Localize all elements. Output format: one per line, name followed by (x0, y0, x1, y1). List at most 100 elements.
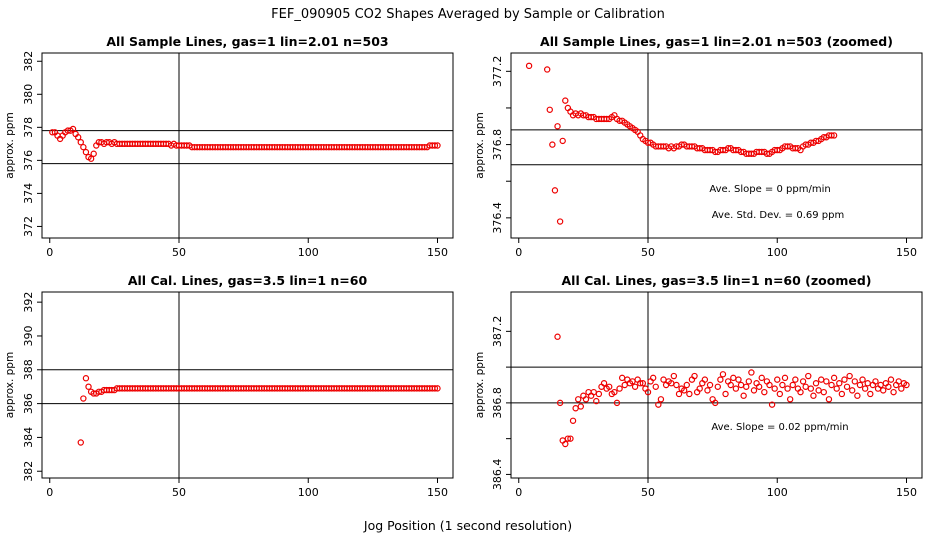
y-axis-label: approx. ppm (474, 352, 486, 418)
x-tick-label: 0 (515, 486, 522, 499)
panel-title: All Sample Lines, gas=1 lin=2.01 n=503 (… (540, 34, 893, 49)
x-tick-label: 50 (641, 486, 655, 499)
x-tick-label: 150 (427, 246, 448, 259)
data-point (789, 381, 796, 389)
data-point (823, 378, 830, 385)
plot-area: 0 50 100 150 382 384 386 388 390 392 (22, 291, 454, 499)
data-point (843, 383, 851, 390)
data-point (872, 378, 879, 385)
data-point (779, 381, 786, 389)
x-axis-label: Jog Position (1 second resolution) (363, 518, 572, 533)
y-tick-label: 390 (22, 325, 35, 346)
data-point (431, 142, 439, 149)
y-tick-label: 384 (22, 427, 35, 448)
data-point (562, 440, 569, 448)
data-point (675, 390, 683, 398)
y-tick-label: 376.8 (491, 129, 504, 161)
data-point (743, 383, 750, 390)
x-tick-label: 100 (298, 246, 319, 259)
data-point (575, 396, 582, 403)
x-tick-label: 0 (46, 246, 53, 259)
data-point (706, 381, 714, 389)
data-point (825, 396, 833, 403)
data-point (85, 383, 92, 390)
data-point (637, 380, 644, 387)
x-tick-label: 150 (427, 486, 448, 499)
data-point (758, 374, 765, 382)
data-point (854, 392, 861, 399)
panel-title: All Sample Lines, gas=1 lin=2.01 n=503 (106, 34, 388, 49)
panel-title: All Cal. Lines, gas=3.5 lin=1 n=60 (zoom… (562, 273, 872, 288)
data-point (639, 380, 647, 387)
slope-annotation: Ave. Slope = 0 ppm/min (709, 184, 830, 195)
y-tick-label: 392 (22, 292, 35, 313)
data-point (880, 387, 887, 394)
y-tick-label: 382 (22, 461, 35, 482)
data-point (792, 376, 799, 383)
data-point (771, 385, 778, 392)
data-point (815, 387, 822, 394)
data-point (87, 155, 95, 162)
data-point (712, 399, 719, 407)
data-point (797, 388, 804, 396)
data-point (755, 383, 763, 390)
data-point (613, 399, 621, 407)
data-point (864, 380, 871, 387)
data-point (761, 388, 768, 396)
panel-cal-lines-zoomed: All Cal. Lines, gas=3.5 lin=1 n=60 (zoom… (474, 273, 923, 499)
plot-area: 0 50 100 150 372 374 376 378 380 382 (22, 51, 454, 259)
y-axis-label: approx. ppm (474, 112, 486, 178)
plot-frame (41, 291, 454, 479)
data-point (833, 385, 840, 392)
y-tick-label: 377.2 (491, 56, 504, 88)
data-point (885, 383, 892, 390)
data-point (69, 125, 77, 133)
data-point (554, 123, 561, 130)
data-point (616, 385, 623, 392)
data-point (600, 380, 608, 387)
data-point (867, 390, 874, 398)
data-point (805, 372, 812, 380)
data-point (748, 369, 755, 376)
data-point (631, 383, 639, 390)
x-tick-label: 50 (172, 486, 186, 499)
data-point (554, 333, 561, 340)
x-tick-label: 50 (172, 246, 186, 259)
data-point (828, 381, 835, 389)
y-tick-label: 376.4 (491, 202, 504, 234)
data-point (606, 383, 613, 390)
data-point (559, 137, 566, 145)
data-point (686, 390, 693, 398)
data-point (722, 390, 729, 398)
data-point (735, 376, 742, 383)
y-tick-label: 388 (22, 359, 35, 380)
data-point (569, 417, 577, 424)
data-point (717, 376, 724, 383)
data-point (727, 381, 734, 389)
y-tick-label: 376 (22, 150, 35, 171)
data-point (90, 150, 97, 157)
panel-cal-lines: All Cal. Lines, gas=3.5 lin=1 n=60 appro… (4, 273, 454, 499)
data-point (434, 385, 441, 392)
data-point (572, 405, 579, 412)
data-point (660, 376, 667, 383)
data-point (802, 383, 809, 390)
plot-area: 0 50 100 150 376.4 376.8 377.2 (491, 52, 923, 259)
data-point (701, 376, 709, 383)
data-point (766, 381, 773, 389)
data-point (786, 396, 794, 403)
data-point (644, 388, 652, 396)
data-point (434, 142, 441, 149)
figure-title: FEF_090905 CO2 Shapes Averaged by Sample… (271, 7, 665, 22)
x-tick-label: 150 (896, 486, 917, 499)
data-point (562, 97, 569, 104)
data-point (691, 372, 698, 380)
data-point (704, 387, 711, 394)
data-point (80, 143, 87, 151)
y-tick-label: 386.4 (491, 459, 504, 491)
data-point (618, 374, 626, 382)
data-point (841, 376, 848, 383)
data-point (74, 134, 82, 141)
data-point (745, 378, 753, 385)
data-point (859, 376, 866, 383)
